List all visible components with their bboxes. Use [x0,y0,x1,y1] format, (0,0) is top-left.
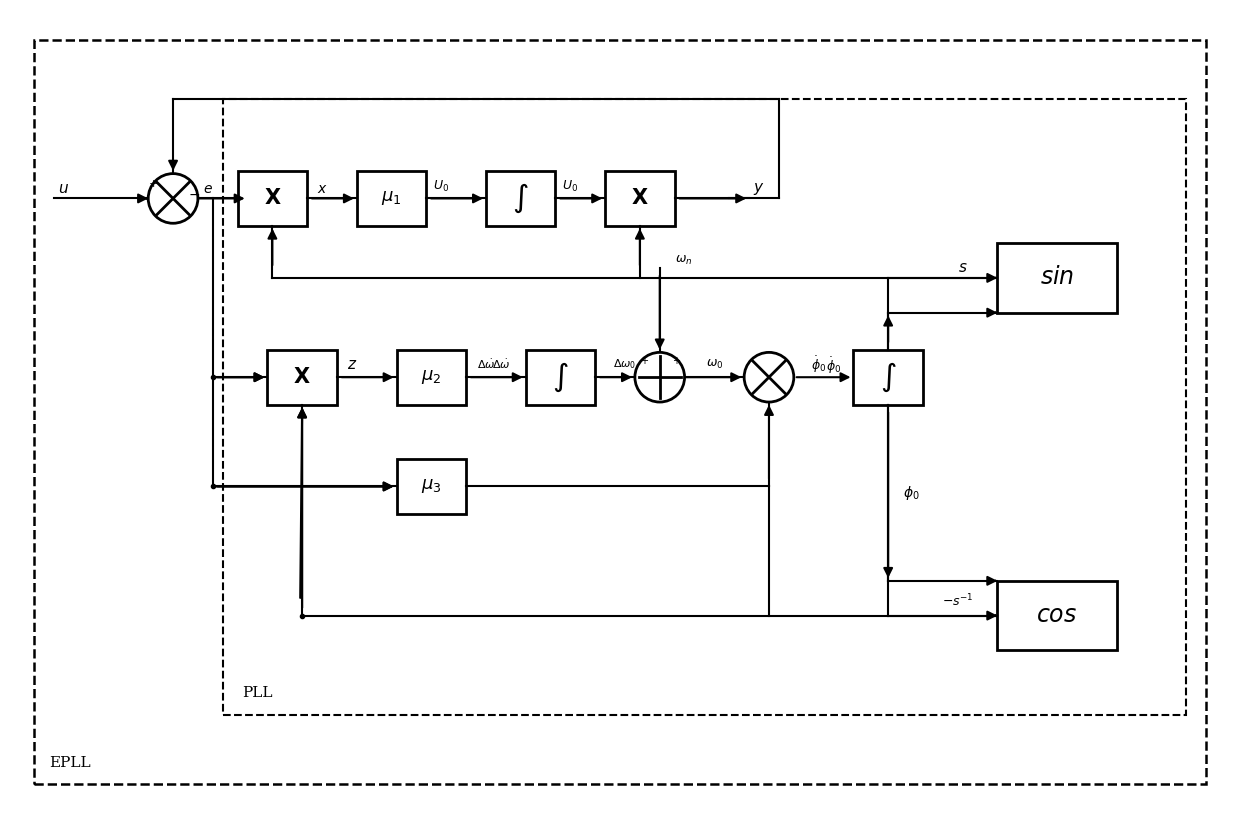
Bar [997,243,1116,313]
Text: $+$: $+$ [148,178,159,189]
Text: $\int$: $\int$ [552,360,569,394]
Text: $e$: $e$ [203,181,213,195]
Text: $z$: $z$ [347,359,357,373]
Text: $\Delta\omega_0$: $\Delta\omega_0$ [614,357,636,371]
Text: $\dot{\phi}_0$: $\dot{\phi}_0$ [826,355,841,376]
Text: $cos$: $cos$ [1037,604,1078,627]
Bar [605,171,675,225]
Text: $\dot{\phi}_0$: $\dot{\phi}_0$ [811,354,826,374]
Text: $-$: $-$ [187,186,200,200]
Text: $\Delta\dot{\omega}$: $\Delta\dot{\omega}$ [476,358,495,371]
Text: $\int$: $\int$ [880,360,897,394]
Circle shape [744,352,794,402]
Text: $\mu_2$: $\mu_2$ [422,368,441,386]
Text: $u$: $u$ [58,181,69,195]
Text: EPLL: EPLL [48,756,91,770]
Bar [526,350,595,404]
Text: $y$: $y$ [753,181,765,197]
Text: $x$: $x$ [316,181,327,195]
Text: $\int$: $\int$ [512,181,529,215]
Bar [238,171,308,225]
Text: $+$: $+$ [672,355,681,366]
Bar [268,350,337,404]
Circle shape [149,173,198,223]
Text: $\Delta\dot{\omega}$: $\Delta\dot{\omega}$ [491,358,510,371]
Text: $+$: $+$ [640,355,650,366]
Text: $\omega_n$: $\omega_n$ [675,253,692,266]
Bar [223,99,1187,715]
Text: $\mathbf{X}$: $\mathbf{X}$ [631,189,649,208]
Text: $\mathbf{X}$: $\mathbf{X}$ [294,367,311,387]
Text: $\mu_3$: $\mu_3$ [420,477,441,495]
Bar [397,459,466,514]
Text: $s$: $s$ [957,261,967,275]
Text: $\omega_0$: $\omega_0$ [706,358,723,371]
Text: PLL: PLL [243,686,273,700]
Text: $\phi_0$: $\phi_0$ [903,484,920,502]
Text: $\mu_1$: $\mu_1$ [381,190,402,208]
Bar [397,350,466,404]
Text: $U_0$: $U_0$ [433,179,449,194]
Text: $\mathbf{X}$: $\mathbf{X}$ [264,189,281,208]
Text: $sin$: $sin$ [1040,266,1074,289]
Circle shape [635,352,684,402]
Bar [357,171,427,225]
Text: $U_0$: $U_0$ [562,179,578,194]
Text: $-s^{-1}$: $-s^{-1}$ [942,592,973,609]
Bar [997,581,1116,650]
Bar [853,350,923,404]
Bar [486,171,556,225]
